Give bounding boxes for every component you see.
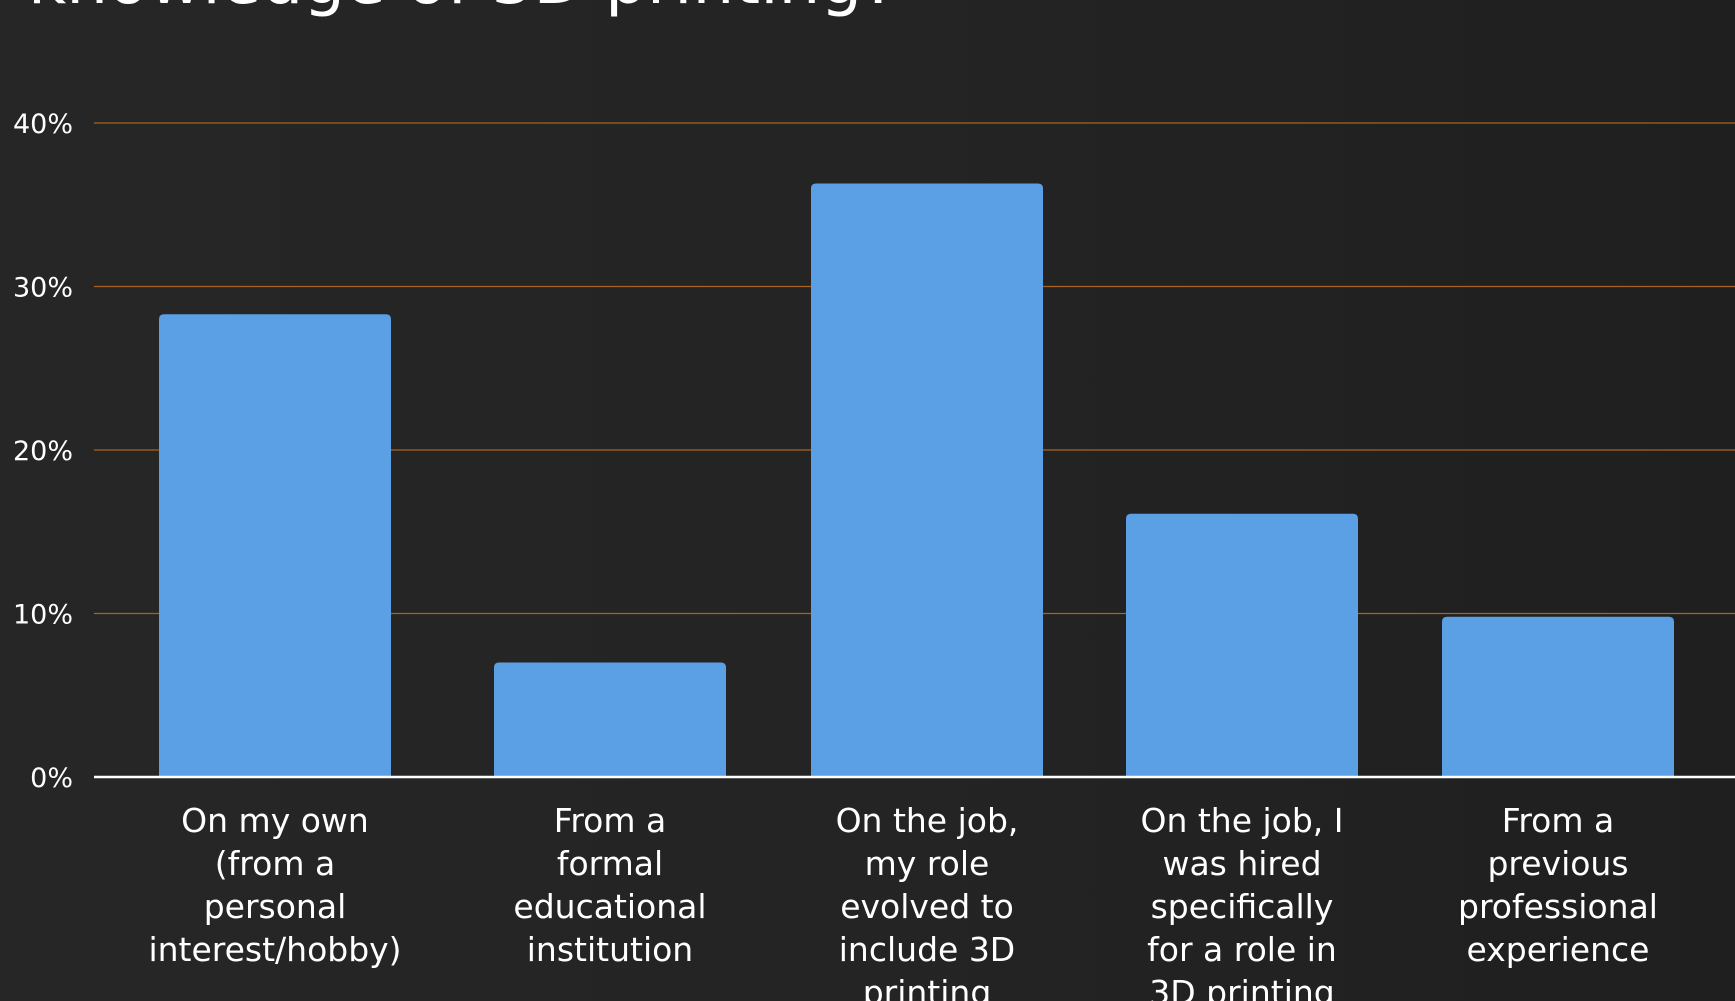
bar xyxy=(1442,616,1674,777)
axes: 0% 10% 20% 30% 40% xyxy=(13,109,1735,794)
x-tick-label: On my own (from a personal interest/hobby) xyxy=(148,801,401,969)
x-tick-label: On the job, my role evolved to include 3D pr… xyxy=(836,801,1019,1001)
y-tick-label: 20% xyxy=(13,436,73,467)
bar xyxy=(1126,513,1358,777)
y-tick-label: 0% xyxy=(30,763,73,794)
chart-title: knowledge of 3D printing? xyxy=(28,0,897,19)
bar xyxy=(159,314,391,777)
bar xyxy=(811,183,1043,777)
bar xyxy=(494,662,726,777)
x-tick-label: From a formal educational institution xyxy=(513,801,706,969)
x-tick-label: From a previous professional experience xyxy=(1458,801,1658,969)
y-tick-label: 30% xyxy=(13,273,73,304)
y-tick-label: 10% xyxy=(13,600,73,631)
category-labels: On my own (from a personal interest/hobby) F… xyxy=(148,801,1658,1001)
bars xyxy=(159,183,1674,777)
y-tick-label: 40% xyxy=(13,109,73,140)
